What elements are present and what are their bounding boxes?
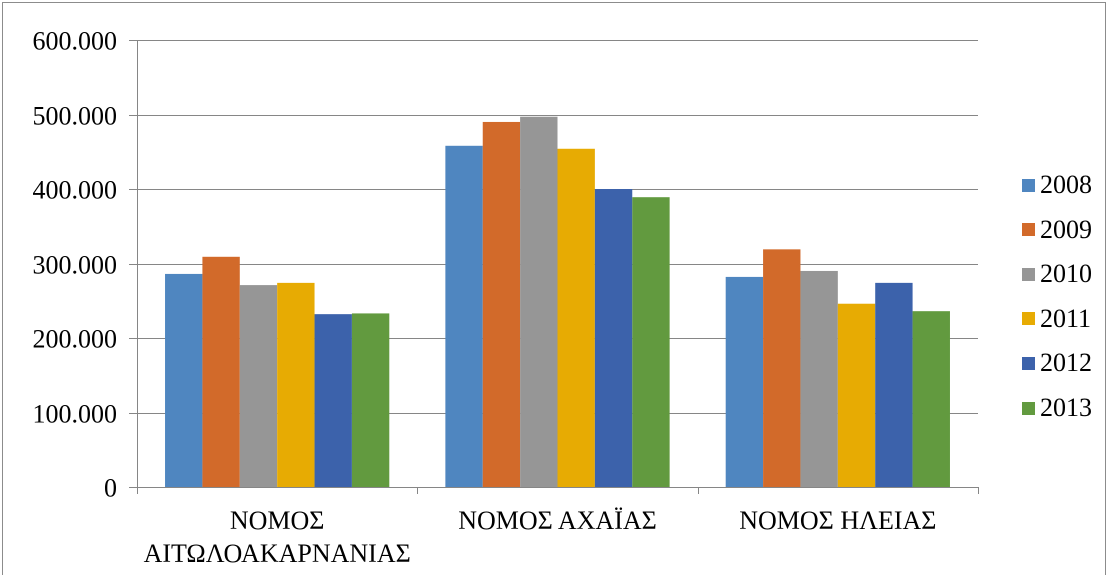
legend-item-2010: 2010 <box>1022 258 1092 290</box>
bar-2012-category-1 <box>314 314 352 487</box>
legend-label-2011: 2011 <box>1040 303 1092 333</box>
bar-2012-category-2 <box>594 189 633 487</box>
bar-2010-category-3 <box>800 270 838 487</box>
bar-2011-category-2 <box>557 148 595 487</box>
x-tick-label-3: ΝΟΜΟΣ ΗΛΕΙΑΣ <box>739 506 937 535</box>
legend-swatch-2012 <box>1022 356 1035 370</box>
y-tick-label-2: 200.000 <box>33 325 118 354</box>
bar-2011-category-3 <box>837 303 876 487</box>
y-tick-label-1: 100.000 <box>33 400 118 429</box>
legend-label-2010: 2010 <box>1040 259 1092 289</box>
bar-2008-category-3 <box>725 276 764 487</box>
y-tick-label-3: 300.000 <box>33 251 118 280</box>
y-tick-label-0: 0 <box>104 474 117 503</box>
bar-2009-category-1 <box>202 256 240 487</box>
x-tick-label-1: ΝΟΜΟΣ ΑΙΤΩΛΟΑΚΑΡΝΑΝΙΑΣ <box>143 506 411 568</box>
bar-2009-category-3 <box>763 249 801 487</box>
legend-swatch-2013 <box>1022 401 1035 415</box>
legend-item-2012: 2012 <box>1022 347 1092 379</box>
bar-2010-category-1 <box>239 285 278 487</box>
y-tick-label-4: 400.000 <box>33 176 118 205</box>
bar-2013-category-1 <box>351 313 390 487</box>
axes <box>129 40 979 494</box>
legend-label-2008: 2008 <box>1040 170 1092 199</box>
bars <box>165 116 950 488</box>
legend-swatch-2011 <box>1022 312 1035 326</box>
bar-2011-category-1 <box>277 282 315 487</box>
bar-2013-category-3 <box>912 311 950 487</box>
y-axis-tick-labels: 0 100.000 200.000 300.000 400.000 500.000 600.… <box>33 27 118 503</box>
bar-2008-category-2 <box>445 145 483 488</box>
bar-2008-category-1 <box>165 273 203 487</box>
bar-2012-category-3 <box>875 282 913 487</box>
legend-item-2008: 2008 <box>1022 169 1092 201</box>
legend-label-2012: 2012 <box>1040 348 1092 378</box>
y-tick-label-5: 500.000 <box>33 102 118 131</box>
x-tick-label-2: ΝΟΜΟΣ ΑΧΑΪΑΣ <box>458 506 657 535</box>
legend-item-2011: 2011 <box>1022 303 1091 335</box>
bar-2009-category-2 <box>482 121 521 487</box>
legend-item-2013: 2013 <box>1022 392 1092 424</box>
y-tick-label-6: 600.000 <box>33 27 118 56</box>
legend-label-2009: 2009 <box>1040 214 1092 244</box>
bar-2013-category-2 <box>632 197 670 487</box>
legend-swatch-2010 <box>1022 267 1035 281</box>
legend-label-2013: 2013 <box>1040 393 1092 422</box>
bar-2010-category-2 <box>520 116 558 488</box>
legend-item-2009: 2009 <box>1022 214 1092 246</box>
legend-swatch-2009 <box>1022 223 1035 237</box>
legend-swatch-2008 <box>1022 178 1035 192</box>
